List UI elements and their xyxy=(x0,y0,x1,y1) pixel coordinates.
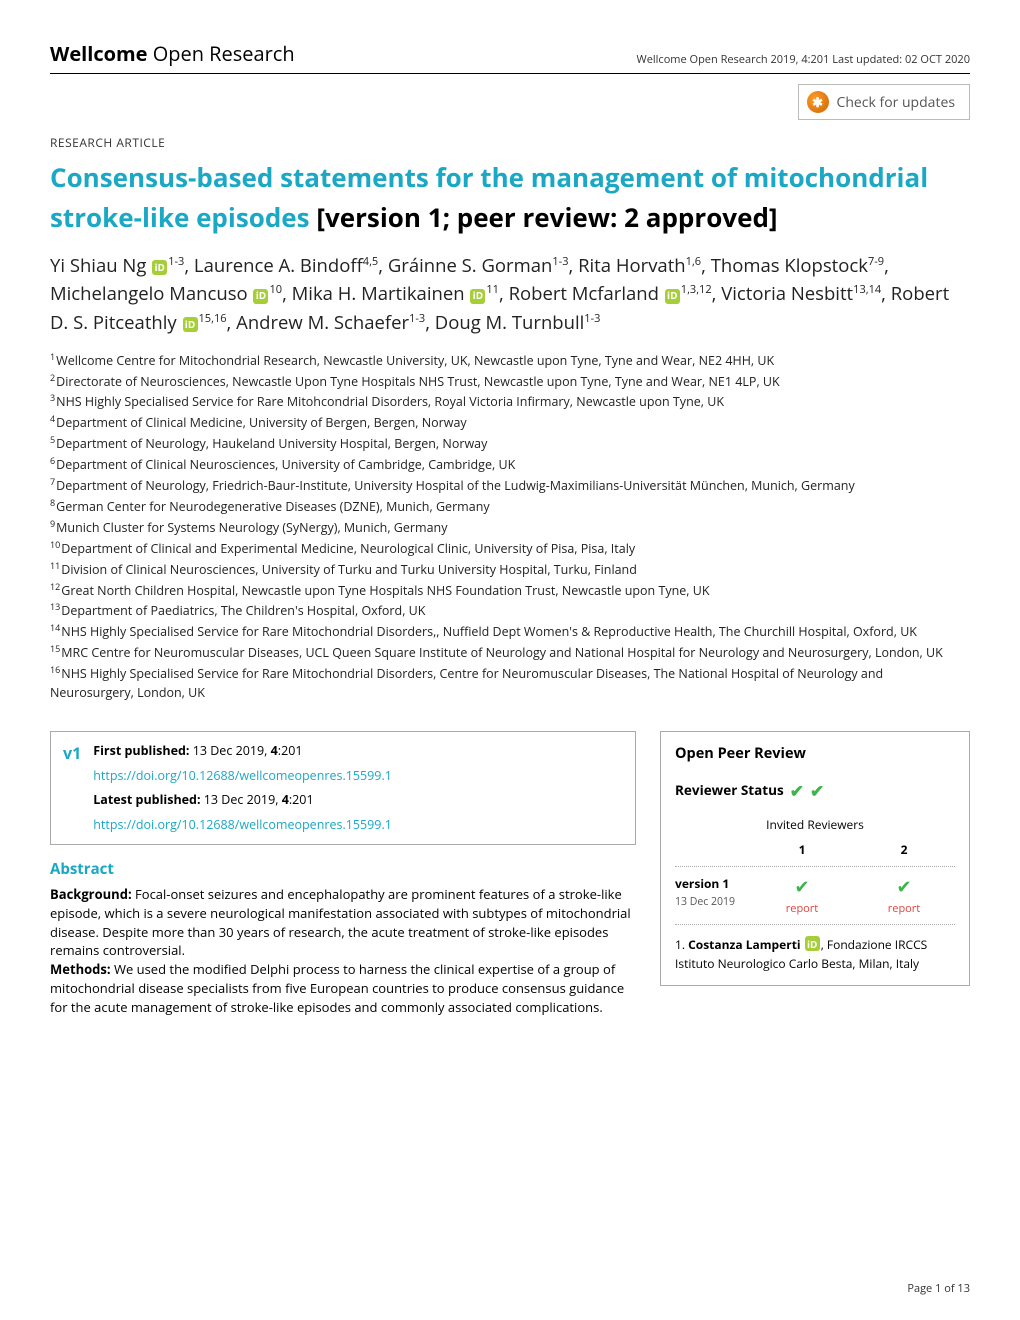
affiliation: 5Department of Neurology, Haukeland Univ… xyxy=(50,433,970,454)
article-title: Consensus-based statements for the manag… xyxy=(50,157,970,238)
abstract-methods-text: We used the modified Delphi process to h… xyxy=(50,960,624,1016)
abstract-bg-label: Background: xyxy=(50,885,132,903)
affiliation: 6Department of Clinical Neurosciences, U… xyxy=(50,454,970,475)
affiliation: 16NHS Highly Specialised Service for Rar… xyxy=(50,663,970,703)
affiliation: 11Division of Clinical Neurosciences, Un… xyxy=(50,559,970,580)
affiliation: 12Great North Children Hospital, Newcast… xyxy=(50,580,970,601)
affiliation: 9Munich Cluster for Systems Neurology (S… xyxy=(50,517,970,538)
affiliation: 14NHS Highly Specialised Service for Rar… xyxy=(50,621,970,642)
author: Victoria Nesbitt13,14 xyxy=(721,281,881,306)
version-box: v1 First published: 13 Dec 2019, 4:201 h… xyxy=(50,731,636,845)
first-doi-link[interactable]: https://doi.org/10.12688/wellcomeopenres… xyxy=(93,767,392,784)
check-icon: ✔ xyxy=(853,875,955,899)
page-header: Wellcome Open Research Wellcome Open Res… xyxy=(50,40,970,74)
version-badge: v1 xyxy=(63,742,81,764)
invited-reviewers-label: Invited Reviewers xyxy=(675,816,955,841)
orcid-icon[interactable]: iD xyxy=(152,260,167,275)
check-updates-button[interactable]: ✱ Check for updates xyxy=(798,84,970,120)
journal-logo: Wellcome Open Research xyxy=(50,40,295,67)
reviewer-columns: 1 2 xyxy=(675,841,955,867)
latest-doi-link[interactable]: https://doi.org/10.12688/wellcomeopenres… xyxy=(93,816,392,833)
article-type: RESEARCH ARTICLE xyxy=(50,134,970,151)
first-published-label: First published: xyxy=(93,742,189,759)
affiliation: 8German Center for Neurodegenerative Dis… xyxy=(50,496,970,517)
affiliation: 4Department of Clinical Medicine, Univer… xyxy=(50,412,970,433)
affiliation: 7Department of Neurology, Friedrich-Baur… xyxy=(50,475,970,496)
author: Gráinne S. Gorman1-3 xyxy=(388,253,569,278)
check-icon: ✔ xyxy=(751,875,853,899)
author: Yi Shiau Ng iD1-3 xyxy=(50,253,184,278)
check-icon: ✔ xyxy=(810,779,824,802)
author: Robert Mcfarland iD1,3,12 xyxy=(509,281,712,306)
report-link-1[interactable]: report xyxy=(786,901,818,916)
check-updates-icon: ✱ xyxy=(807,91,829,113)
first-published-tail: :201 xyxy=(278,742,303,759)
report-link-2[interactable]: report xyxy=(888,901,920,916)
first-published-text: 13 Dec 2019, xyxy=(189,742,270,759)
affiliation: 1Wellcome Centre for Mitochondrial Resea… xyxy=(50,350,970,371)
page-number: Page 1 of 13 xyxy=(907,1281,970,1296)
latest-published-line: Latest published: 13 Dec 2019, 4:201 xyxy=(93,791,623,808)
latest-published-tail: :201 xyxy=(289,791,314,808)
version-row: version 1 13 Dec 2019 ✔ report ✔ report xyxy=(675,867,955,925)
author: Rita Horvath1,6 xyxy=(578,253,701,278)
peer-review-title: Open Peer Review xyxy=(675,744,955,763)
author: Mika H. Martikainen iD11 xyxy=(292,281,499,306)
author: Doug M. Turnbull1-3 xyxy=(435,310,601,335)
version-row-date: 13 Dec 2019 xyxy=(675,895,735,909)
orcid-icon[interactable]: iD xyxy=(665,289,680,304)
reviewer-col-2: 2 xyxy=(853,841,955,858)
check-icon: ✔ xyxy=(790,779,804,802)
author: Thomas Klopstock7-9 xyxy=(711,253,884,278)
abstract-bg-text: Focal-onset seizures and encephalopathy … xyxy=(50,885,631,960)
author: Michelangelo Mancuso iD10 xyxy=(50,281,282,306)
logo-thin: Open Research xyxy=(153,40,295,67)
author-list: Yi Shiau Ng iD1-3, Laurence A. Bindoff4,… xyxy=(50,252,970,338)
first-published-line: First published: 13 Dec 2019, 4:201 xyxy=(93,742,623,759)
reviewer-name: Costanza Lamperti xyxy=(688,936,800,953)
latest-published-text: 13 Dec 2019, xyxy=(201,791,282,808)
orcid-icon[interactable]: iD xyxy=(470,289,485,304)
abstract-methods-label: Methods: xyxy=(50,960,111,978)
author: Andrew M. Schaefer1-3 xyxy=(236,310,425,335)
latest-published-vol: 4 xyxy=(282,791,289,808)
reviewer-status-label: Reviewer Status xyxy=(675,781,784,799)
logo-bold: Wellcome xyxy=(50,40,153,67)
affiliations-list: 1Wellcome Centre for Mitochondrial Resea… xyxy=(50,350,970,703)
affiliation: 2Directorate of Neurosciences, Newcastle… xyxy=(50,371,970,392)
reviewer-col-1: 1 xyxy=(751,841,853,858)
first-published-vol: 4 xyxy=(271,742,278,759)
orcid-icon[interactable]: iD xyxy=(253,289,268,304)
reviewer-number: 1. xyxy=(675,936,688,953)
orcid-icon[interactable]: iD xyxy=(183,317,198,332)
reviewer-table: Invited Reviewers 1 2 version 1 13 Dec 2… xyxy=(675,816,955,925)
affiliation: 15MRC Centre for Neuromuscular Diseases,… xyxy=(50,642,970,663)
affiliation: 3NHS Highly Specialised Service for Rare… xyxy=(50,391,970,412)
affiliation: 13Department of Paediatrics, The Childre… xyxy=(50,600,970,621)
orcid-icon[interactable]: iD xyxy=(805,936,820,951)
check-updates-row: ✱ Check for updates xyxy=(50,84,970,120)
affiliation: 10Department of Clinical and Experimenta… xyxy=(50,538,970,559)
version-row-label: version 1 xyxy=(675,875,751,892)
check-updates-label: Check for updates xyxy=(837,93,955,112)
reviewer-item: 1. Costanza Lamperti iD, Fondazione IRCC… xyxy=(675,935,955,973)
author: Laurence A. Bindoff4,5 xyxy=(194,253,378,278)
latest-published-label: Latest published: xyxy=(93,791,200,808)
abstract-body: Background: Focal-onset seizures and enc… xyxy=(50,885,636,1017)
reviewer-status-row: Reviewer Status ✔ ✔ xyxy=(675,779,955,802)
peer-review-box: Open Peer Review Reviewer Status ✔ ✔ Inv… xyxy=(660,731,970,986)
title-suffix: [version 1; peer review: 2 approved] xyxy=(310,199,778,235)
header-meta: Wellcome Open Research 2019, 4:201 Last … xyxy=(637,52,970,67)
abstract-heading: Abstract xyxy=(50,859,636,879)
